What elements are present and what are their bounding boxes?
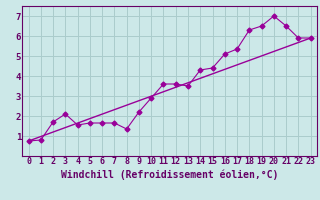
X-axis label: Windchill (Refroidissement éolien,°C): Windchill (Refroidissement éolien,°C) bbox=[61, 169, 278, 180]
